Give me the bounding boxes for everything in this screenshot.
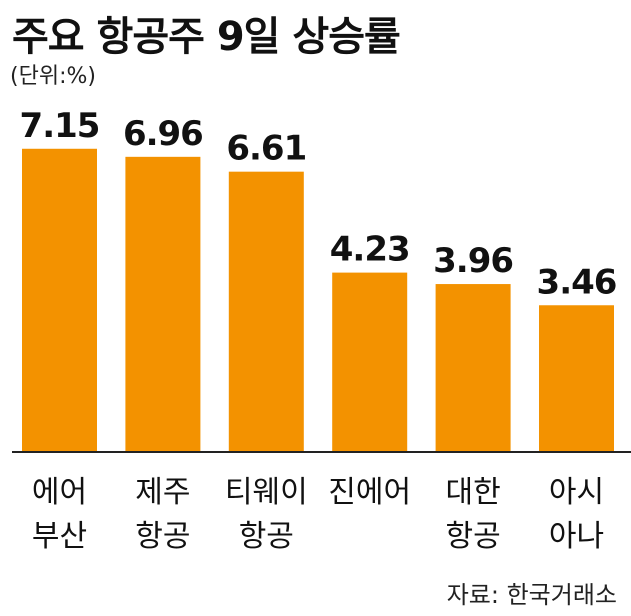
data-label-3: 4.23 bbox=[330, 230, 410, 270]
bar-0 bbox=[22, 148, 97, 452]
category-label-5-1: 아나 bbox=[549, 519, 604, 554]
bar-1 bbox=[125, 156, 201, 452]
category-label-0-1: 부산 bbox=[32, 519, 87, 554]
category-label-1-0: 제주 bbox=[135, 475, 190, 510]
category-label-4-1: 항공 bbox=[445, 519, 500, 554]
data-label-1: 6.96 bbox=[123, 114, 203, 154]
chart-title: 주요 항공주 9일 상승률 bbox=[12, 14, 401, 60]
source-label: 자료: 한국거래소 bbox=[446, 581, 617, 609]
category-label-1-1: 항공 bbox=[135, 519, 190, 554]
bar-2 bbox=[228, 171, 304, 452]
category-label-2-1: 항공 bbox=[239, 519, 294, 554]
unit-label: (단위:%) bbox=[10, 64, 96, 89]
category-label-0-0: 에어 bbox=[32, 475, 87, 510]
category-label-3-0: 진에어 bbox=[328, 475, 411, 510]
data-label-4: 3.96 bbox=[433, 241, 513, 281]
category-label-4-0: 대한 bbox=[445, 475, 500, 510]
bar-4 bbox=[435, 284, 511, 452]
category-label-5-0: 아시 bbox=[549, 475, 604, 510]
data-label-2: 6.61 bbox=[226, 129, 306, 169]
data-label-0: 7.15 bbox=[20, 106, 100, 146]
bar-5 bbox=[539, 305, 614, 452]
bar-3 bbox=[332, 272, 408, 452]
data-label-5: 3.46 bbox=[537, 262, 617, 302]
category-label-2-0: 티웨이 bbox=[225, 475, 308, 510]
